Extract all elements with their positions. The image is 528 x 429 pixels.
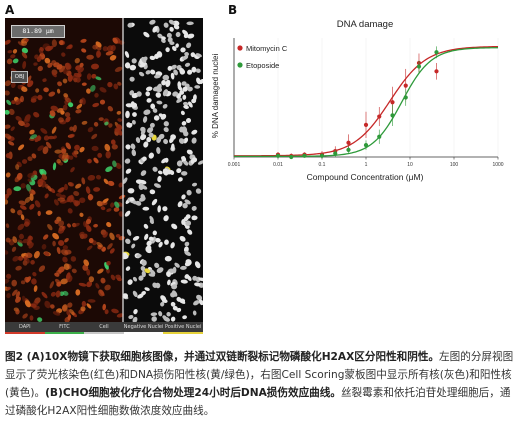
legend-label-mitomycin: Mitomycin C: [246, 44, 288, 53]
dose-response-chart: DNA damage 0.001 0.01 0.1 1 10 100 1000 Compou…: [211, 19, 504, 182]
data-point-mitomycin: [434, 69, 439, 74]
data-point-etoposide: [363, 143, 369, 148]
data-point-mitomycin: [403, 83, 408, 88]
panel-b-label: B: [228, 3, 238, 17]
caption-bold-a: 图2 (A)10X物镜下获取细胞核图像，并通过双链断裂标记物磷酸化H2AX区分阳…: [5, 351, 440, 363]
x-tick-label: 0.001: [228, 162, 241, 168]
data-point-mitomycin: [377, 114, 382, 119]
legend-item-positive-nuclei: Positive Nuclei: [163, 322, 203, 334]
data-point-etoposide: [346, 147, 351, 152]
data-point-etoposide: [416, 64, 422, 69]
figure-caption: 图2 (A)10X物镜下获取细胞核图像，并通过双链断裂标记物磷酸化H2AX区分阳…: [5, 348, 521, 420]
caption-text-b: 丝裂霉素和依托泊苷处理细胞后，通过磷酸化H2AX阳性细胞数做浓度效应曲线。: [5, 387, 511, 417]
channel-legend: DAPI FITC Cell Negative Nuclei Positive …: [5, 322, 203, 334]
data-point-etoposide: [333, 151, 338, 156]
view-label: OBJ: [11, 71, 28, 83]
legend-marker-mitomycin: [237, 45, 243, 51]
data-point-etoposide: [289, 154, 294, 160]
legend-item-cell: Cell: [84, 322, 124, 334]
data-point-etoposide: [302, 153, 307, 158]
scale-bar-readout: 81.89 μm: [11, 25, 65, 38]
legend-label-etoposide: Etoposide: [246, 61, 279, 70]
legend-marker-etoposide: [237, 62, 243, 68]
data-point-mitomycin: [363, 122, 369, 127]
x-tick-label: 0.01: [273, 162, 283, 168]
data-point-etoposide: [390, 113, 395, 118]
chart-title: DNA damage: [337, 19, 394, 30]
x-tick-label: 100: [450, 162, 459, 168]
legend-item-negative-nuclei: Negative Nuclei: [123, 322, 164, 334]
data-point-etoposide: [377, 134, 382, 139]
y-axis-label: % DNA damaged nuclei: [211, 54, 220, 139]
data-point-etoposide: [275, 153, 281, 158]
x-tick-label: 10: [407, 162, 413, 168]
x-axis-label: Compound Concentration (μM): [307, 172, 424, 182]
caption-text-a: 左图的分屏视图显示了荧光核染色(红色)和DNA损伤阳性核(黄/绿色)，右图Cel…: [5, 351, 514, 399]
fluorescent-nuclei: [5, 37, 126, 323]
data-point-etoposide: [403, 95, 408, 100]
caption-bold-b: (B)CHO细胞被化疗化合物处理24小时后DNA损伤效应曲线。: [45, 387, 341, 399]
x-tick-label: 1: [365, 162, 368, 168]
data-point-etoposide: [319, 153, 325, 158]
legend-item-fitc: FITC: [44, 322, 85, 334]
x-tick-label: 1000: [492, 162, 503, 168]
data-point-mitomycin: [390, 100, 395, 105]
legend-item-dapi: DAPI: [5, 322, 45, 334]
x-tick-label: 0.1: [319, 162, 326, 168]
data-point-mitomycin: [346, 140, 351, 145]
scored-nuclei-mask: [122, 19, 203, 324]
panel-a-label: A: [5, 3, 15, 17]
data-point-etoposide: [434, 50, 439, 55]
microscopy-image: 81.89 μm OBJ DAPI FITC Cell Negative Nuc…: [5, 18, 203, 334]
nuclei-field: [5, 18, 203, 334]
